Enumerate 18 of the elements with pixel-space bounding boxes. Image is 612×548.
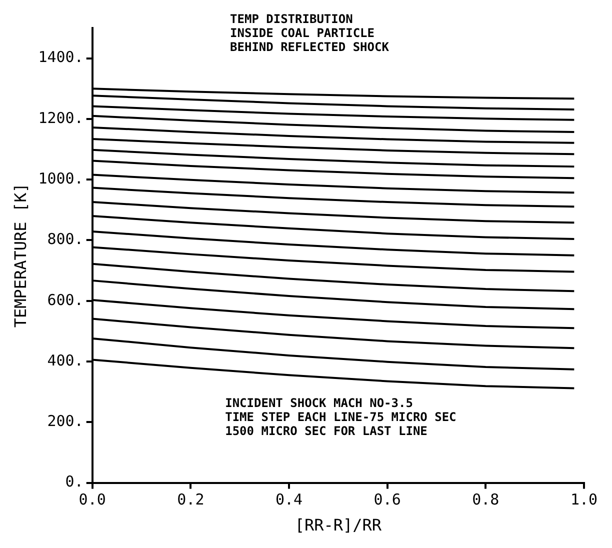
y-tick-label: 1400. [38, 48, 84, 66]
x-tick-label: 0.2 [177, 490, 204, 509]
y-tick-label: 800. [47, 230, 84, 248]
y-tick-label: 600. [47, 290, 84, 309]
x-tick-label: 0.0 [78, 490, 106, 509]
y-tick-label: 200. [47, 412, 84, 430]
x-tick-label: 1.0 [570, 490, 598, 509]
x-axis-title: [RR-R]/RR [294, 516, 382, 535]
y-tick-label: 1000. [38, 169, 84, 188]
x-tick-label: 0.8 [472, 490, 500, 509]
y-tick-label: 0. [65, 472, 84, 491]
chart-title: TEMP DISTRIBUTION INSIDE COAL PARTICLE BEHIND REFLECTED SHOCK [230, 12, 390, 54]
y-tick-label: 1200. [38, 108, 84, 127]
y-axis-title: TEMPERATURE [K] [10, 183, 30, 328]
x-tick-label: 0.6 [374, 490, 401, 509]
x-tick-label: 0.4 [275, 490, 303, 509]
annotation: INCIDENT SHOCK MACH NO-3.5 TIME STEP EACH LINE-75 MICRO SEC 1500 MICRO SEC FOR LAST LINE [225, 396, 456, 438]
y-tick-label: 400. [47, 351, 84, 370]
